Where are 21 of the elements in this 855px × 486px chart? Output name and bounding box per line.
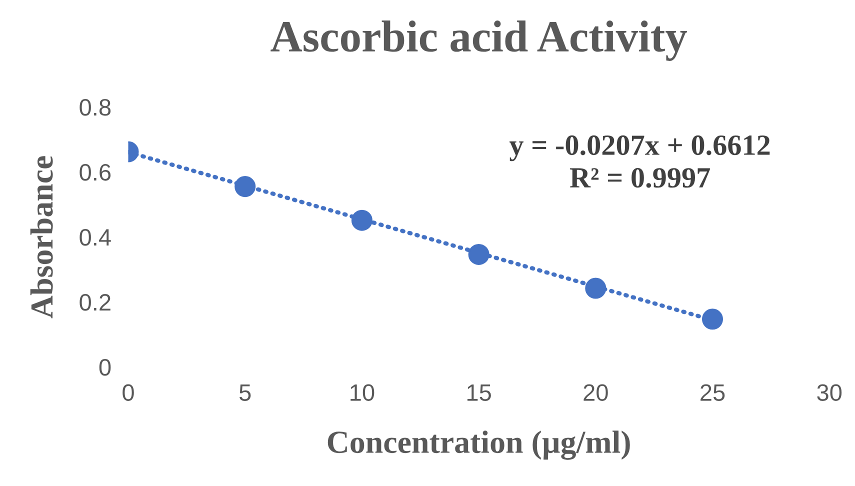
y-tick-label: 0.8 xyxy=(80,98,111,116)
point xyxy=(585,278,606,299)
point xyxy=(351,210,372,231)
x-tick-label: 30 xyxy=(817,384,842,401)
chart-title: Ascorbic acid Activity xyxy=(270,20,687,61)
x-tick-label: 20 xyxy=(584,384,608,401)
y-axis-title: Absorbance xyxy=(30,156,53,318)
y-tick-label: 0.6 xyxy=(80,164,111,181)
y-tick-label: 0 xyxy=(99,359,111,376)
x-axis-title: Concentration (µg/ml) xyxy=(328,430,630,460)
x-tick-label: 10 xyxy=(350,384,374,401)
x-tick-label: 5 xyxy=(239,384,251,401)
point xyxy=(234,176,256,198)
annotation: y = -0.0207x + 0.6612 R² = 0.9997 xyxy=(509,135,770,188)
x-tick-label: 15 xyxy=(467,384,491,401)
x-tick-label: 0 xyxy=(122,384,134,401)
y-tick-label: 0.4 xyxy=(80,228,111,246)
point xyxy=(468,244,490,265)
x-tick-label: 25 xyxy=(700,384,725,401)
y-tick-label: 0.2 xyxy=(80,294,110,311)
point xyxy=(702,308,724,330)
